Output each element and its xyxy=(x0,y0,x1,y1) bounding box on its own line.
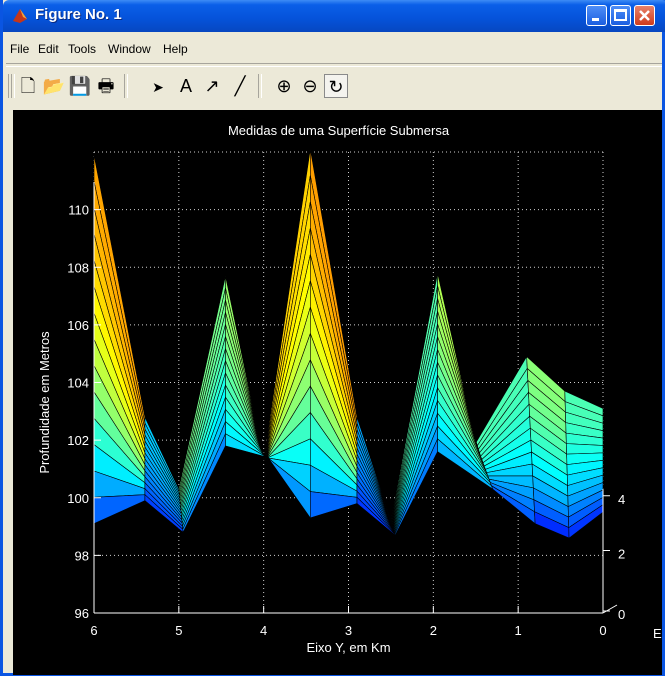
open-folder-icon: 📂 xyxy=(42,76,66,96)
insert-line-icon: ╱ xyxy=(234,76,246,96)
toolbar-separator xyxy=(124,74,128,98)
menu-file[interactable]: File xyxy=(10,42,30,56)
y-tick-label: 98 xyxy=(75,548,89,563)
y-tick-label: 96 xyxy=(75,606,89,621)
x-tick-label: 2 xyxy=(430,623,437,638)
menu-window[interactable]: Window xyxy=(108,42,151,56)
menu-edit[interactable]: Edit xyxy=(38,42,59,56)
open-button[interactable]: 📂 xyxy=(42,74,66,98)
select-arrow-icon: ➤ xyxy=(152,79,164,95)
menu-help[interactable]: Help xyxy=(163,42,188,56)
z-tick-label: 0 xyxy=(618,607,625,622)
figure-canvas[interactable]: 96 98 100 102 104 106 108 110 6 5 4 3 2 1 0 0 2 4 Medidas … xyxy=(13,110,662,675)
y-tick-label: 110 xyxy=(68,203,89,218)
insert-arrow-icon: ↗ xyxy=(204,76,220,96)
select-button[interactable]: ➤ xyxy=(146,74,170,98)
y-tick-label: 108 xyxy=(67,260,89,275)
surface-patch xyxy=(93,494,146,525)
print-icon: 🖶 xyxy=(97,76,115,96)
x-tick-label: 0 xyxy=(599,623,606,638)
title-bar[interactable]: Figure No. 1 xyxy=(3,0,665,32)
close-button[interactable] xyxy=(634,5,655,26)
new-file-icon: 🗋 xyxy=(20,76,36,96)
y-tick-label: 102 xyxy=(67,433,89,448)
insert-arrow-button[interactable]: ↗ xyxy=(200,74,224,98)
insert-text-button[interactable]: A xyxy=(174,74,198,98)
maximize-icon xyxy=(614,9,627,21)
menu-bar: File Edit Tools Window Help xyxy=(6,38,662,60)
save-icon: 💾 xyxy=(68,76,92,96)
minimize-icon xyxy=(592,18,599,21)
y-tick-label: 104 xyxy=(67,376,89,391)
x-axis-label: Eixo Y, em Km xyxy=(306,640,390,655)
chart-title: Medidas de uma Superfície Submersa xyxy=(228,123,450,138)
y-tick-label: 106 xyxy=(67,318,89,333)
menu-divider xyxy=(6,63,662,67)
close-icon xyxy=(639,10,650,21)
x-tick-label: 3 xyxy=(345,623,352,638)
toolbar-separator xyxy=(258,74,262,98)
x-tick-label: 4 xyxy=(260,623,267,638)
menu-tools[interactable]: Tools xyxy=(68,42,97,56)
toolbar: 🗋 📂 💾 🖶 ➤ A ↗ ╱ ⊕ ⊖ ↻ xyxy=(6,66,662,106)
matlab-logo-icon xyxy=(13,9,27,23)
z-tick-label: 2 xyxy=(618,546,625,561)
rotate-3d-button[interactable]: ↻ xyxy=(324,74,348,98)
minimize-button[interactable] xyxy=(586,5,607,26)
y-tick-label: 100 xyxy=(67,491,89,506)
print-button[interactable]: 🖶 xyxy=(94,74,118,98)
z-tick-label: 4 xyxy=(618,492,625,507)
maximize-button[interactable] xyxy=(610,5,631,26)
zoom-out-icon: ⊖ xyxy=(302,76,318,96)
x-axis-tail-label: E xyxy=(653,626,662,641)
insert-text-icon: A xyxy=(179,76,192,96)
new-file-button[interactable]: 🗋 xyxy=(16,74,40,98)
insert-line-button[interactable]: ╱ xyxy=(228,74,252,98)
zoom-in-button[interactable]: ⊕ xyxy=(272,74,296,98)
y-axis-label: Profundidade em Metros xyxy=(37,331,52,474)
rotate-3d-icon: ↻ xyxy=(328,77,344,97)
x-axis-tail xyxy=(602,604,618,614)
window-title: Figure No. 1 xyxy=(35,6,122,23)
x-tick-label: 5 xyxy=(175,623,182,638)
zoom-out-button[interactable]: ⊖ xyxy=(298,74,322,98)
save-button[interactable]: 💾 xyxy=(68,74,92,98)
surface-patch xyxy=(566,443,604,455)
zoom-in-icon: ⊕ xyxy=(276,76,292,96)
toolbar-grip xyxy=(11,74,15,98)
x-tick-label: 1 xyxy=(515,623,522,638)
x-tick-label: 6 xyxy=(90,623,97,638)
